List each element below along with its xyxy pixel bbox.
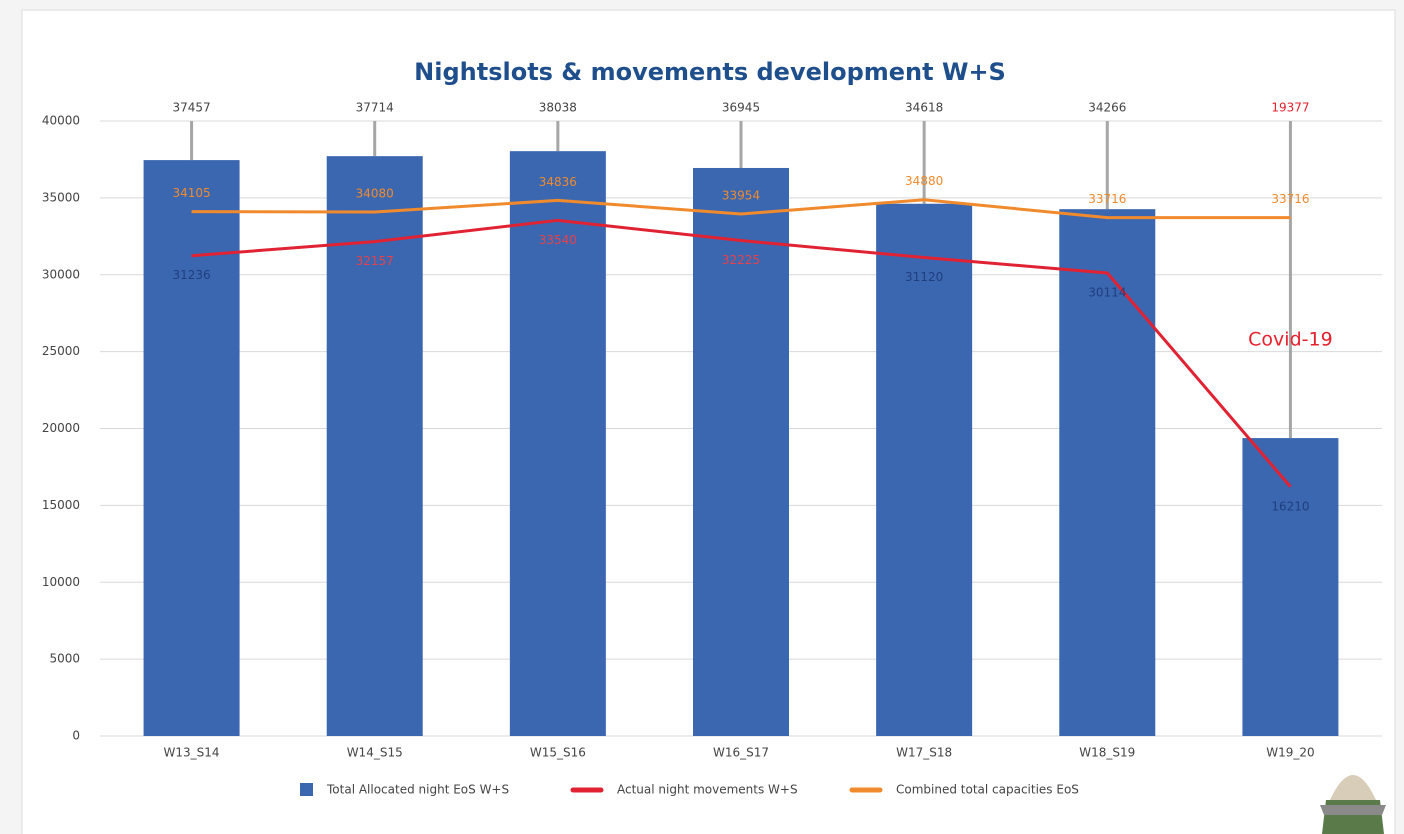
- x-tick-label: W13_S14: [164, 746, 220, 760]
- bar-label: 36945: [722, 101, 760, 115]
- data-label: 34880: [905, 174, 943, 188]
- bar: [326, 156, 423, 737]
- bar-label: 34266: [1088, 101, 1126, 115]
- x-tick-label: W18_S19: [1079, 746, 1135, 760]
- legend-label: Total Allocated night EoS W+S: [326, 783, 509, 797]
- x-tick-label: W19_20: [1266, 746, 1314, 760]
- data-label: 33540: [539, 233, 577, 247]
- legend-label: Combined total capacities EoS: [896, 783, 1079, 797]
- chart-title: Nightslots & movements development W+S: [414, 58, 1006, 86]
- data-label: 31236: [172, 268, 210, 282]
- y-tick-label: 5000: [49, 652, 80, 666]
- data-label: 33716: [1271, 192, 1309, 206]
- x-tick-label: W14_S15: [347, 746, 403, 760]
- y-tick-label: 35000: [42, 190, 80, 204]
- bar: [143, 160, 240, 736]
- bar: [693, 167, 789, 736]
- y-tick-label: 20000: [42, 421, 80, 435]
- bar-label: 38038: [539, 101, 577, 115]
- bar-label: 37457: [172, 101, 210, 115]
- data-label: 33954: [722, 188, 760, 202]
- line: [191, 198, 1291, 220]
- data-label: 30114: [1088, 285, 1126, 299]
- bar-label: 19377: [1271, 101, 1309, 115]
- legend-label: Actual night movements W+S: [617, 783, 798, 797]
- bar: [509, 151, 606, 736]
- bar: [1242, 438, 1339, 736]
- y-tick-label: 25000: [42, 344, 80, 358]
- data-label: 34080: [356, 187, 394, 201]
- bar: [1059, 209, 1156, 736]
- legend-swatch: [300, 783, 313, 796]
- x-tick-label: W17_S18: [896, 746, 952, 760]
- data-label: 32225: [722, 253, 760, 267]
- bar: [876, 203, 973, 737]
- data-label: 31120: [905, 270, 943, 284]
- y-tick-label: 30000: [42, 267, 80, 281]
- bar-label: 34618: [905, 101, 943, 115]
- tower-icon: [1320, 775, 1386, 834]
- x-tick-label: W16_S17: [713, 746, 769, 760]
- y-tick-label: 15000: [42, 498, 80, 512]
- data-label: 33716: [1088, 192, 1126, 206]
- data-label: 34105: [172, 186, 210, 200]
- annotation: Covid-19: [1248, 329, 1333, 351]
- data-label: 34836: [539, 175, 577, 189]
- y-tick-label: 40000: [42, 114, 80, 128]
- data-label: 32157: [356, 254, 394, 268]
- y-tick-label: 10000: [42, 575, 80, 589]
- data-label: 16210: [1271, 499, 1309, 513]
- line: [191, 218, 1292, 488]
- x-tick-label: W15_S16: [530, 746, 586, 760]
- y-tick-label: 0: [72, 729, 80, 743]
- bar-label: 37714: [356, 101, 394, 115]
